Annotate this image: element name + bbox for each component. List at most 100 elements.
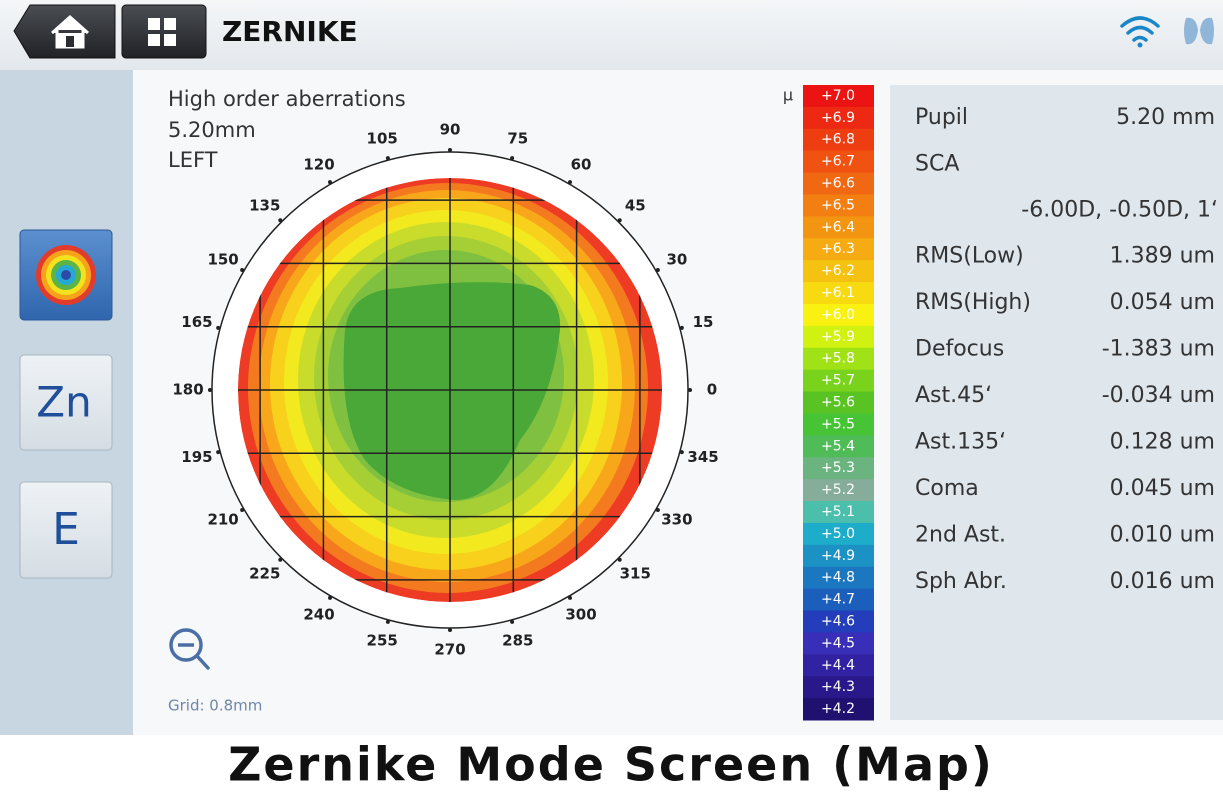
result-value: 0.128 um [1110, 430, 1215, 455]
scale-cell [803, 566, 874, 590]
menu-button[interactable] [121, 4, 207, 59]
angle-label: 240 [303, 606, 334, 624]
scale-label: +5.0 [821, 526, 855, 542]
angle-dot [240, 268, 245, 272]
scale-cell [803, 172, 874, 195]
angle-label: 285 [502, 632, 533, 650]
angle-label: 210 [207, 511, 238, 529]
e-label: E [52, 504, 80, 555]
scale-cell [803, 85, 874, 108]
scale-cell [803, 216, 874, 239]
scale-cell [803, 457, 874, 480]
eye-icon [1184, 17, 1214, 45]
angle-dot [617, 557, 622, 562]
angle-dot [568, 180, 572, 185]
angle-label: 315 [620, 564, 651, 582]
scale-unit: μ [783, 86, 793, 105]
angle-dot [679, 450, 684, 455]
scale-cell [803, 194, 874, 217]
aberration-map [238, 178, 662, 602]
angle-dot [216, 325, 221, 330]
color-scale: +7.0 +6.9 +6.8 +6.7 +6.6 +6.5 +6.4 +6.3 +6.2 +6.1… [803, 85, 874, 721]
angle-label: 300 [565, 606, 596, 624]
angle-dot [655, 508, 660, 512]
angle-dot [448, 148, 452, 152]
scale-label: +4.2 [821, 701, 855, 717]
map-mode-button[interactable] [19, 229, 113, 321]
scale-cell [803, 479, 874, 502]
zoom-out-button[interactable] [169, 628, 210, 670]
scale-label: +4.3 [821, 679, 855, 695]
scale-cell [803, 544, 874, 568]
scale-cell [803, 632, 874, 655]
scale-cell [803, 106, 874, 130]
result-value: 5.20 mm [1116, 105, 1215, 130]
scale-label: +5.4 [821, 438, 855, 454]
angle-dot [448, 628, 452, 632]
angle-dot [208, 388, 212, 392]
scale-label: +5.1 [821, 504, 855, 520]
angle-label: 150 [207, 251, 238, 269]
caption: Zernike Mode Screen (Map) [228, 738, 994, 792]
angle-label: 330 [661, 511, 692, 529]
result-value: -0.034 um [1102, 383, 1215, 408]
scale-label: +4.5 [821, 635, 855, 651]
scale-label: +4.6 [821, 613, 855, 629]
angle-label: 165 [181, 313, 212, 331]
angle-dot [278, 557, 283, 562]
scale-cell [803, 347, 874, 371]
result-value: 0.054 um [1110, 290, 1215, 315]
angle-label: 195 [181, 448, 212, 466]
result-value: 1.389 um [1110, 244, 1215, 269]
scale-cell [803, 588, 874, 612]
e-button[interactable]: E [19, 481, 113, 579]
scale-cell [803, 150, 874, 174]
results-panel [890, 85, 1223, 720]
result-value: -1.383 um [1102, 337, 1215, 362]
wifi-icon [1120, 16, 1160, 48]
scale-cell [803, 303, 874, 327]
angle-label: 30 [666, 251, 687, 269]
scale-cell [803, 522, 874, 546]
scale-label: +5.2 [821, 482, 855, 498]
angle-label: 270 [434, 641, 465, 659]
angle-label: 60 [571, 155, 592, 173]
angle-label: 15 [693, 313, 714, 331]
angle-dot [510, 619, 515, 624]
scale-cell [803, 369, 874, 393]
zn-button[interactable]: Zn [19, 354, 113, 451]
scale-label: +5.5 [821, 416, 855, 432]
result-label: RMS(Low) [915, 244, 1024, 269]
scale-cell [803, 282, 874, 305]
angle-label: 345 [687, 448, 718, 466]
result-label: Sph Abr. [915, 569, 1007, 594]
results-list: Pupil 5.20 mm SCA -6.00D, -0.50D, 1‘ RMS(Low… [915, 105, 1218, 594]
scale-cell [803, 698, 874, 721]
angle-dot [328, 595, 332, 600]
angle-dot [510, 156, 515, 161]
angle-dot [385, 619, 390, 624]
result-label: Coma [915, 476, 979, 501]
angle-label: 75 [507, 129, 528, 147]
grid-note: Grid: 0.8mm [168, 697, 262, 715]
scale-cell [803, 676, 874, 699]
screen-title: ZERNIKE [222, 15, 358, 48]
angle-label: 0 [707, 381, 717, 399]
scale-label: +6.7 [821, 154, 855, 170]
scale-cell [803, 260, 874, 283]
map-title: High order aberrations [168, 87, 406, 111]
angle-dot [278, 218, 283, 223]
map-eye: LEFT [168, 148, 218, 172]
angle-label: 180 [172, 381, 203, 399]
scale-label: +5.6 [821, 395, 855, 411]
angle-dot [679, 325, 684, 330]
scale-label: +6.4 [821, 219, 855, 235]
result-value: -6.00D, -0.50D, 1‘ [1021, 198, 1218, 223]
scale-label: +5.9 [821, 329, 855, 345]
scale-cell [803, 391, 874, 414]
scale-label: +5.7 [821, 373, 855, 389]
home-button[interactable] [13, 4, 116, 59]
angle-dot [216, 450, 221, 455]
scale-label: +4.4 [821, 657, 855, 673]
scale-cell [803, 413, 874, 436]
